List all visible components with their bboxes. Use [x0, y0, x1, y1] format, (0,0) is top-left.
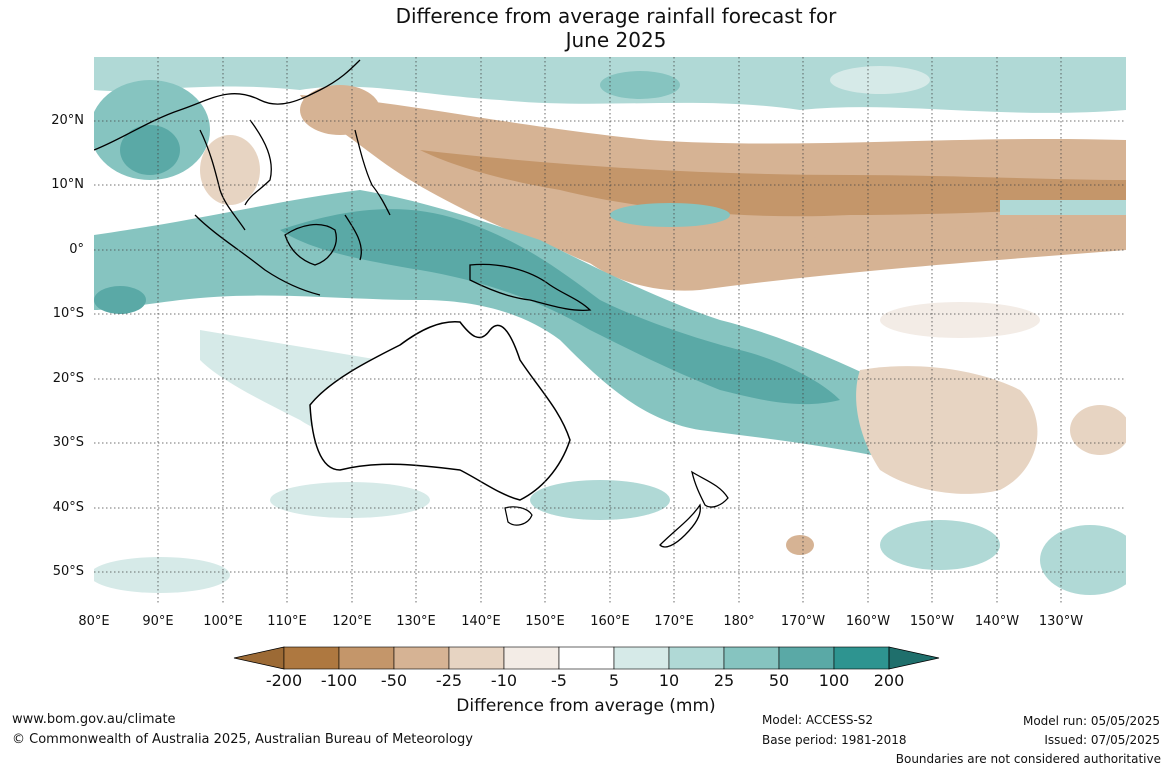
colorbar-swatch: [338, 646, 395, 670]
colorbar-swatch: [723, 646, 780, 670]
lon-label: 110°E: [267, 614, 307, 629]
lon-label: 160°E: [590, 614, 630, 629]
map-title: Difference from average rainfall forecas…: [0, 4, 1173, 52]
lon-label: 140°W: [974, 614, 1020, 629]
lon-label: 130°W: [1038, 614, 1084, 629]
lon-label: 120°E: [332, 614, 372, 629]
colorbar-tick-label: -50: [380, 671, 408, 690]
footer-issued: Issued: 07/05/2025: [1044, 733, 1160, 747]
colorbar-swatch: [558, 646, 615, 670]
lat-label-0: 0°: [69, 242, 84, 257]
colorbar-tick-label: 10: [658, 671, 680, 690]
lat-label-30s: 30°S: [52, 435, 84, 450]
colorbar-tick-label: 50: [768, 671, 790, 690]
colorbar-tick-label: -100: [320, 671, 358, 690]
colorbar-title: Difference from average (mm): [456, 696, 716, 716]
lon-label: 100°E: [203, 614, 243, 629]
lat-label-40s: 40°S: [52, 500, 84, 515]
footer-base-period: Base period: 1981-2018: [762, 733, 907, 747]
footer-model-run: Model run: 05/05/2025: [1022, 714, 1160, 728]
lon-label: 170°E: [654, 614, 694, 629]
title-line-2: June 2025: [565, 28, 667, 52]
graticule: [94, 57, 1126, 605]
colorbar-swatch: [668, 646, 725, 670]
lat-label-10n: 10°N: [51, 177, 84, 192]
lon-label: 160°W: [845, 614, 891, 629]
colorbar: [233, 646, 940, 670]
colorbar-extend-low: [233, 646, 285, 670]
colorbar-tick-label: 200: [873, 671, 905, 690]
colorbar-tick-label: -5: [551, 671, 567, 690]
colorbar-swatch: [778, 646, 835, 670]
lat-label-20n: 20°N: [51, 113, 84, 128]
lat-label-10s: 10°S: [52, 306, 84, 321]
colorbar-swatch: [503, 646, 560, 670]
footer-website: www.bom.gov.au/climate: [12, 712, 176, 727]
lon-label: 90°E: [142, 614, 174, 629]
lon-label: 80°E: [78, 614, 110, 629]
footer-disclaimer: Boundaries are not considered authoritat…: [895, 752, 1161, 766]
title-line-1: Difference from average rainfall forecas…: [395, 4, 837, 28]
lon-label: 130°E: [396, 614, 436, 629]
colorbar-swatch: [448, 646, 505, 670]
colorbar-tick-label: -200: [265, 671, 303, 690]
lon-label: 180°: [723, 614, 755, 629]
colorbar-tick-label: 25: [713, 671, 735, 690]
colorbar-swatch: [833, 646, 890, 670]
lon-label: 150°E: [525, 614, 565, 629]
colorbar-tick-label: -25: [435, 671, 463, 690]
footer-model: Model: ACCESS-S2: [762, 713, 874, 727]
colorbar-tick-label: 100: [818, 671, 850, 690]
lon-label: 150°W: [909, 614, 955, 629]
colorbar-tick-label: 5: [608, 671, 620, 690]
lon-label: 170°W: [780, 614, 826, 629]
lat-label-20s: 20°S: [52, 371, 84, 386]
lat-label-50s: 50°S: [52, 564, 84, 579]
colorbar-swatch: [393, 646, 450, 670]
footer-copyright: © Commonwealth of Australia 2025, Austra…: [12, 732, 473, 747]
colorbar-swatch: [283, 646, 340, 670]
colorbar-swatch: [613, 646, 670, 670]
lon-label: 140°E: [461, 614, 501, 629]
colorbar-extend-high: [888, 646, 940, 670]
rainfall-anomaly-field: [94, 57, 1126, 605]
colorbar-tick-label: -10: [490, 671, 518, 690]
